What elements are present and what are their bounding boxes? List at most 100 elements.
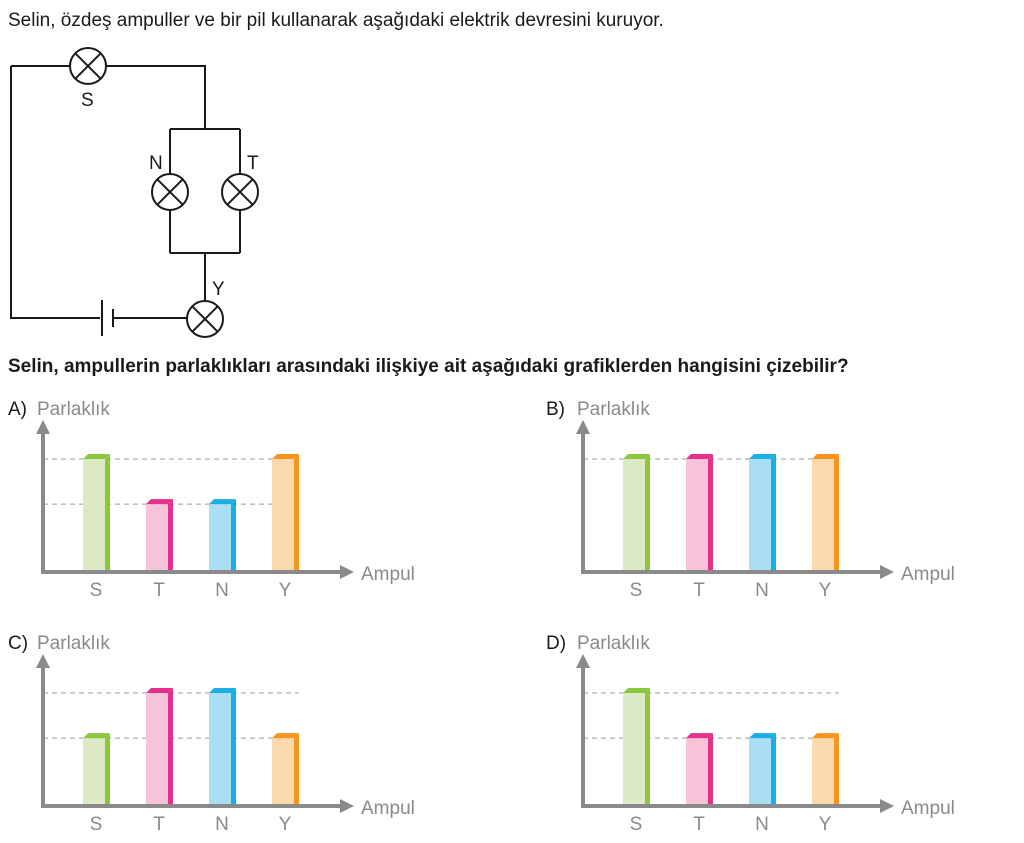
option-letter: D) <box>546 633 566 654</box>
x-tick-label: S <box>90 814 103 835</box>
bar-t <box>686 733 713 806</box>
bar-y <box>812 453 839 572</box>
y-axis-title: Parlaklık <box>577 399 650 420</box>
bar-front <box>272 738 294 806</box>
y-axis-title: Parlaklık <box>577 633 650 654</box>
y-axis-arrow-icon <box>36 654 50 668</box>
bar-front <box>272 458 294 572</box>
bar-side <box>834 453 839 572</box>
bar-top <box>209 499 236 505</box>
x-axis-arrow-icon <box>880 565 894 579</box>
bar-front <box>146 504 168 572</box>
bar-top <box>812 453 839 459</box>
bar-side <box>168 499 173 572</box>
y-axis-title: Parlaklık <box>37 399 110 420</box>
option-b-chart[interactable]: B) Parlaklık Ampul S T N Y <box>540 392 980 607</box>
x-tick-label: T <box>693 580 705 601</box>
y-axis-arrow-icon <box>576 654 590 668</box>
bar-front <box>209 504 231 572</box>
bar-side <box>294 453 299 572</box>
bar-t <box>686 453 713 572</box>
x-axis-title: Ampul <box>901 564 955 585</box>
bar-top <box>272 733 299 739</box>
x-tick-label: N <box>755 814 769 835</box>
bar-y <box>272 733 299 806</box>
bar-top <box>686 453 713 459</box>
bar-top <box>749 453 776 459</box>
bar-top <box>272 453 299 459</box>
x-tick-label: Y <box>819 814 832 835</box>
bar-front <box>812 738 834 806</box>
bar-side <box>645 453 650 572</box>
question-intro: Selin, özdeş ampuller ve bir pil kullana… <box>8 10 664 31</box>
bar-s <box>623 687 650 806</box>
option-a-chart[interactable]: A) Parlaklık Ampul S T N Y <box>0 392 440 607</box>
wire-left <box>10 66 100 319</box>
x-tick-label: Y <box>819 580 832 601</box>
bar-top <box>686 733 713 739</box>
bar-side <box>708 733 713 806</box>
option-letter: A) <box>8 399 27 420</box>
bulb-t-icon <box>221 173 259 211</box>
bulb-y-icon <box>186 300 224 338</box>
bar-t <box>146 687 173 806</box>
x-axis-arrow-icon <box>340 799 354 813</box>
bar-top <box>146 499 173 505</box>
option-d-chart[interactable]: D) Parlaklık Ampul S T N Y <box>540 626 980 841</box>
x-axis-title: Ampul <box>361 798 415 819</box>
y-axis-arrow-icon <box>576 420 590 434</box>
bulb-y-label: Y <box>212 279 225 300</box>
bar-side <box>231 499 236 572</box>
bar-side <box>294 733 299 806</box>
bar-top <box>812 733 839 739</box>
bar-s <box>83 453 110 572</box>
bar-n <box>209 499 236 572</box>
x-axis-title: Ampul <box>901 798 955 819</box>
option-c-chart[interactable]: C) Parlaklık Ampul S T N Y <box>0 626 440 841</box>
bar-side <box>645 687 650 806</box>
bar-front <box>812 458 834 572</box>
bar-top <box>623 687 650 693</box>
x-tick-label: T <box>693 814 705 835</box>
x-tick-label: S <box>630 814 643 835</box>
y-axis-title: Parlaklık <box>37 633 110 654</box>
bar-top <box>749 733 776 739</box>
bar-side <box>168 687 173 806</box>
bar-n <box>749 733 776 806</box>
bar-top <box>83 453 110 459</box>
bar-n <box>209 687 236 806</box>
x-axis-arrow-icon <box>340 565 354 579</box>
x-tick-label: S <box>630 580 643 601</box>
bar-front <box>209 692 231 806</box>
bar-side <box>105 733 110 806</box>
x-tick-label: N <box>215 580 229 601</box>
x-axis-title: Ampul <box>361 564 415 585</box>
bar-n <box>749 453 776 572</box>
bar-side <box>105 453 110 572</box>
bar-y <box>272 453 299 572</box>
bar-front <box>623 692 645 806</box>
bar-front <box>146 692 168 806</box>
bar-front <box>686 458 708 572</box>
y-axis-arrow-icon <box>36 420 50 434</box>
bulb-s-label: S <box>81 90 94 111</box>
option-letter: B) <box>546 399 565 420</box>
bar-front <box>623 458 645 572</box>
bar-s <box>623 453 650 572</box>
x-tick-label: N <box>215 814 229 835</box>
x-tick-label: Y <box>279 580 292 601</box>
bulb-s-icon <box>69 47 107 85</box>
bulb-n-label: N <box>149 153 163 174</box>
x-tick-label: Y <box>279 814 292 835</box>
bar-side <box>231 687 236 806</box>
bar-top <box>623 453 650 459</box>
bar-front <box>83 738 105 806</box>
x-tick-label: T <box>153 814 165 835</box>
bar-front <box>749 738 771 806</box>
wire-parallel-bottom <box>170 252 240 301</box>
bar-top <box>146 687 173 693</box>
x-tick-label: S <box>90 580 103 601</box>
bulb-t-label: T <box>247 153 259 174</box>
bar-front <box>749 458 771 572</box>
bar-s <box>83 733 110 806</box>
